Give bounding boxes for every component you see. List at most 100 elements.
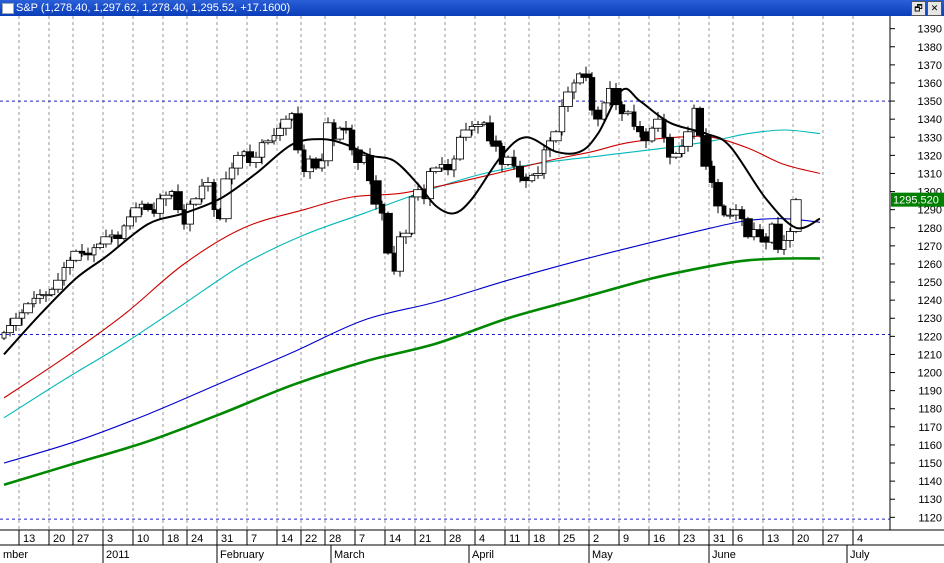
price-tick-label: 1290 <box>918 205 942 217</box>
candle <box>100 229 112 248</box>
price-tick-label: 1350 <box>918 96 942 108</box>
month-label: April <box>472 549 494 561</box>
ma-50-line <box>3 135 821 399</box>
candle-body <box>473 124 483 127</box>
last-price-label: 1295.520 <box>893 195 939 207</box>
month-label: March <box>334 549 365 561</box>
plot-area <box>0 16 890 530</box>
candle <box>18 309 26 326</box>
candle-body <box>1 332 7 339</box>
candle <box>631 104 637 131</box>
candle <box>713 178 723 214</box>
candle <box>155 193 164 219</box>
candle <box>61 262 67 286</box>
price-tick-label: 1160 <box>918 440 942 452</box>
price-tick-label: 1140 <box>918 476 942 488</box>
candle <box>78 244 86 257</box>
candle-body <box>340 127 352 131</box>
candle-body <box>151 209 157 214</box>
candle-body <box>610 88 622 106</box>
candle-body <box>670 153 682 158</box>
price-tick-label: 1260 <box>918 259 942 271</box>
candle <box>563 86 573 112</box>
candle <box>185 200 194 232</box>
title-bar[interactable]: S&P (1,278.40, 1,297.62, 1,278.40, 1,295… <box>0 0 944 16</box>
candle-body <box>528 174 536 182</box>
candle-body <box>18 312 26 319</box>
candle-body <box>691 107 697 133</box>
candle-body <box>220 178 232 220</box>
candle-body <box>631 111 637 127</box>
candle-body <box>451 158 457 171</box>
candle <box>460 122 472 141</box>
candle-body <box>485 122 494 142</box>
price-tick-label: 1190 <box>918 386 942 398</box>
price-tick-label: 1230 <box>918 313 942 325</box>
candle-body <box>781 239 787 250</box>
candle-body <box>601 102 607 120</box>
candle-body <box>126 216 135 227</box>
candle-body <box>48 288 56 296</box>
last-price-box <box>891 192 944 207</box>
candlesticks <box>1 66 821 356</box>
candle-body <box>6 325 14 334</box>
candle <box>408 195 416 235</box>
candle-body <box>430 167 442 172</box>
candle-body <box>541 149 547 174</box>
candle-body <box>263 140 273 144</box>
ma-short-line <box>3 87 821 356</box>
price-tick-label: 1370 <box>918 60 942 72</box>
candle <box>48 287 56 297</box>
candle <box>126 209 135 230</box>
candle <box>550 130 562 143</box>
candle-body <box>160 194 172 200</box>
candle <box>786 227 795 248</box>
candle-body <box>425 171 434 200</box>
candle <box>683 126 693 152</box>
candle <box>280 115 292 136</box>
day-tick-label: 13 <box>767 533 779 545</box>
restore-window-button[interactable]: 🗗 <box>911 1 926 16</box>
close-icon: ✕ <box>930 3 939 13</box>
candle-body <box>23 303 33 314</box>
candle <box>451 155 457 178</box>
close-window-button[interactable]: ✕ <box>927 1 942 16</box>
candle-body <box>726 214 735 217</box>
candle-body <box>743 218 753 238</box>
candle-body <box>211 182 217 211</box>
candle <box>636 120 645 138</box>
day-tick-label: 7 <box>251 533 257 545</box>
day-tick-label: 20 <box>53 533 65 545</box>
candle-body <box>113 234 123 239</box>
day-tick-label: 20 <box>797 533 809 545</box>
candle-body <box>738 209 746 220</box>
candle <box>580 66 592 82</box>
candle-body <box>173 191 183 211</box>
day-tick-label: 2 <box>593 533 599 545</box>
day-tick-label: 21 <box>419 533 431 545</box>
candle-body <box>636 126 645 133</box>
reference-lines <box>0 100 890 520</box>
candle-body <box>708 165 716 183</box>
candle-body <box>593 109 603 120</box>
candle <box>318 153 326 172</box>
last-price-marker: 1295.520 <box>891 192 944 207</box>
candle <box>361 153 367 165</box>
candle <box>91 244 97 263</box>
month-label: February <box>220 549 265 561</box>
price-tick-label: 1280 <box>918 223 942 235</box>
day-tick-label: 23 <box>683 533 695 545</box>
title-text: S&P (1,278.40, 1,297.62, 1,278.40, 1,295… <box>16 0 290 16</box>
price-tick-label: 1330 <box>918 132 942 144</box>
candle-body <box>696 107 705 136</box>
candle-body <box>203 182 213 187</box>
price-tick-label: 1120 <box>918 512 942 524</box>
candle <box>233 151 243 176</box>
candle <box>773 216 783 254</box>
price-chart[interactable]: 1120113011401150116011701180119012001210… <box>0 16 944 563</box>
price-tick-label: 1320 <box>918 150 942 162</box>
candle-body <box>331 122 337 140</box>
candle <box>781 234 787 255</box>
candle-body <box>490 140 502 147</box>
candle-body <box>155 198 164 214</box>
